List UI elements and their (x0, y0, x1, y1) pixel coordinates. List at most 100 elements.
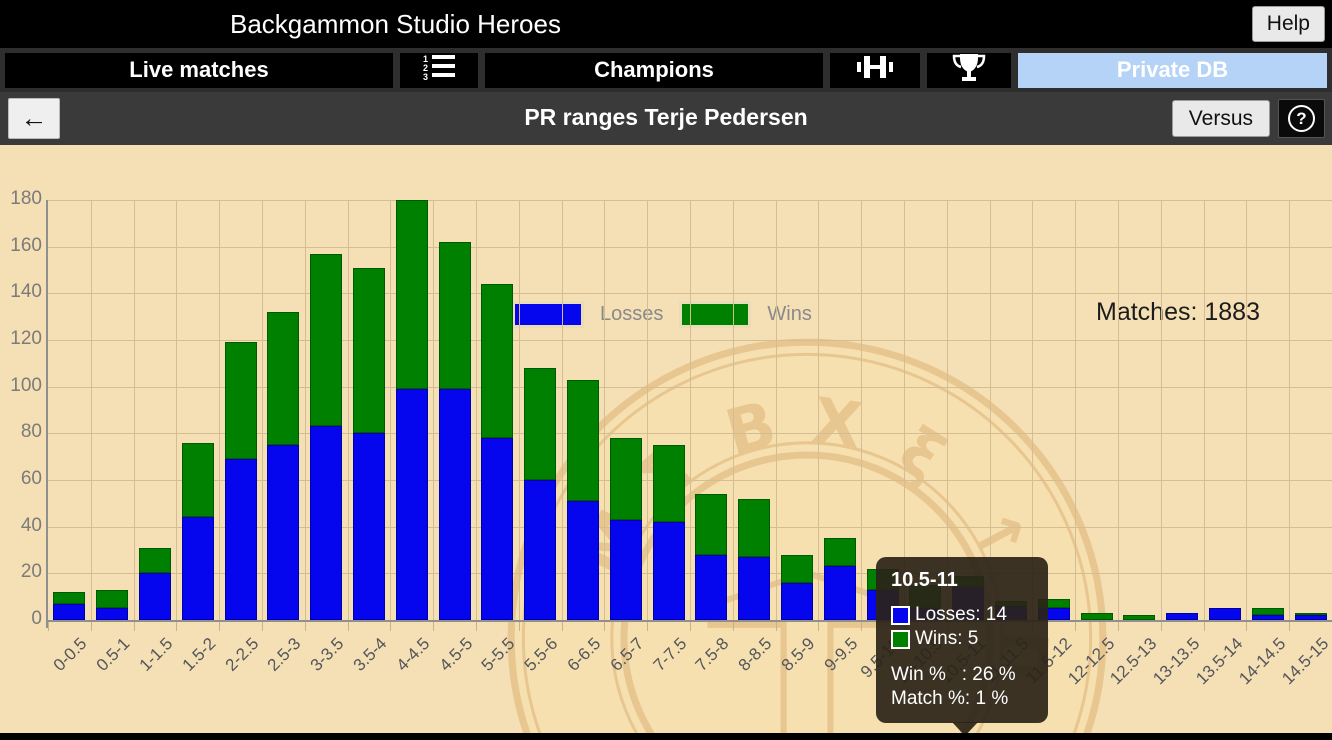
gridline-v (561, 200, 563, 620)
tooltip-losses-row: Losses: 14 (891, 604, 1033, 626)
bar-losses-segment[interactable] (481, 438, 514, 620)
gridline-v (647, 200, 649, 620)
bar-wins-segment[interactable] (267, 312, 300, 445)
bar-wins-segment[interactable] (224, 342, 257, 459)
gridline-v (133, 200, 135, 620)
bar-wins-segment[interactable] (310, 253, 343, 427)
bar-losses-segment[interactable] (695, 554, 728, 620)
y-axis-tick-label: 160 (10, 234, 42, 256)
help-button[interactable]: Help (1251, 6, 1325, 42)
tab-match-list[interactable]: 1 2 3 (400, 52, 478, 88)
bar-losses-segment[interactable] (224, 459, 257, 620)
bar-losses-segment[interactable] (1209, 608, 1241, 620)
bar-losses-segment[interactable] (438, 389, 471, 620)
x-axis-tick (604, 622, 606, 631)
x-axis-tick (176, 622, 178, 631)
gridline-v (989, 200, 991, 620)
back-button[interactable]: ← (8, 98, 60, 139)
x-axis-tick (1118, 622, 1119, 631)
bar-losses-segment[interactable] (1294, 615, 1327, 620)
gridline-v (775, 200, 777, 620)
gridline-v (219, 200, 221, 620)
bar-losses-segment[interactable] (395, 389, 428, 620)
bar-wins-segment[interactable] (181, 442, 214, 518)
question-circle-icon: ? (1288, 105, 1315, 132)
tab-champions[interactable]: Champions (485, 52, 823, 88)
bar-wins-segment[interactable] (1080, 613, 1113, 620)
bar-losses-segment[interactable] (524, 480, 557, 620)
versus-button[interactable]: Versus (1171, 100, 1270, 137)
bar-wins-segment[interactable] (738, 498, 771, 557)
trophy-icon (952, 52, 986, 88)
bar-wins-segment[interactable] (438, 242, 471, 389)
wins-legend-label: Wins (767, 303, 812, 325)
bar-wins-segment[interactable] (609, 438, 642, 520)
chart-region: M Σ B X ξ ↑ Π M Λ Losses Wins Matches: 1… (0, 145, 1332, 733)
bar-wins-segment[interactable] (139, 547, 171, 574)
y-axis-tick-label: 140 (10, 281, 42, 303)
bar-losses-segment[interactable] (652, 522, 685, 620)
bar-wins-segment[interactable] (53, 592, 86, 604)
chart-help-button[interactable]: ? (1278, 99, 1325, 138)
gridline-v (262, 200, 263, 620)
bar-wins-segment[interactable] (481, 284, 514, 438)
bar-tooltip: 10.5-11 Losses: 14 Wins: 5 Win % : 26 % … (876, 557, 1048, 733)
bar-losses-segment[interactable] (267, 445, 300, 620)
bar-losses-segment[interactable] (96, 608, 129, 620)
bar-losses-segment[interactable] (823, 566, 856, 620)
bar-wins-segment[interactable] (567, 379, 599, 501)
y-axis-tick-label: 0 (31, 608, 42, 629)
plot-area: 0 20 40 60 80 100 120 140 160 180 0-0.5 0.5-1 1-1.5 1… (10, 188, 1332, 688)
gridline-v (946, 200, 948, 620)
bar-wins-segment[interactable] (1123, 615, 1156, 620)
y-axis-line (46, 200, 48, 628)
bottom-border (0, 733, 1332, 740)
bar-wins-segment[interactable] (395, 200, 428, 389)
bar-losses-segment[interactable] (738, 557, 771, 620)
gridline-v (1160, 200, 1162, 620)
bar-losses-segment[interactable] (1251, 615, 1284, 620)
bar-losses-segment[interactable] (1166, 613, 1199, 620)
x-axis-tick (90, 622, 92, 631)
bar-wins-segment[interactable] (1251, 608, 1284, 616)
bar-losses-segment[interactable] (310, 426, 343, 620)
svg-text:2: 2 (423, 63, 428, 73)
tab-private-db[interactable]: Private DB (1018, 52, 1327, 88)
gridline-v (904, 200, 905, 620)
gridline-v (1118, 200, 1119, 620)
tab-live-matches[interactable]: Live matches (5, 52, 393, 88)
gridline-v (476, 200, 477, 620)
tab-training[interactable] (830, 52, 920, 88)
bar-losses-segment[interactable] (781, 582, 813, 620)
dumbbell-icon (856, 52, 894, 88)
bar-wins-segment[interactable] (524, 368, 557, 480)
bar-wins-segment[interactable] (1294, 613, 1327, 616)
bar-wins-segment[interactable] (96, 589, 129, 609)
bar-wins-segment[interactable] (652, 445, 685, 522)
x-axis-tick (304, 622, 306, 631)
x-axis-tick (1160, 622, 1162, 631)
bar-wins-segment[interactable] (353, 267, 385, 434)
bar-wins-segment[interactable] (823, 538, 856, 567)
gridline-v (861, 200, 863, 620)
x-axis-tick (1289, 622, 1291, 631)
y-axis-tick-label: 60 (20, 468, 42, 489)
bar-wins-segment[interactable] (781, 554, 813, 583)
bar-losses-segment[interactable] (353, 433, 385, 620)
svg-text:M: M (930, 724, 1027, 733)
bar-losses-segment[interactable] (139, 573, 171, 620)
bar-losses-segment[interactable] (567, 501, 599, 620)
page-title: PR ranges Terje Pedersen (524, 104, 808, 130)
tab-tournaments[interactable] (927, 52, 1011, 88)
bar-wins-segment[interactable] (695, 494, 728, 555)
gridline-v (604, 200, 606, 620)
bar-losses-segment[interactable] (181, 517, 214, 620)
svg-text:1: 1 (423, 54, 428, 64)
bar-losses-segment[interactable] (53, 603, 86, 620)
bar-losses-segment[interactable] (609, 519, 642, 620)
app-title: Backgammon Studio Heroes (230, 9, 561, 39)
x-axis-tick (347, 622, 349, 631)
gridline-v (1075, 200, 1077, 620)
losses-legend-swatch (512, 301, 584, 328)
gridline-v (347, 200, 349, 620)
